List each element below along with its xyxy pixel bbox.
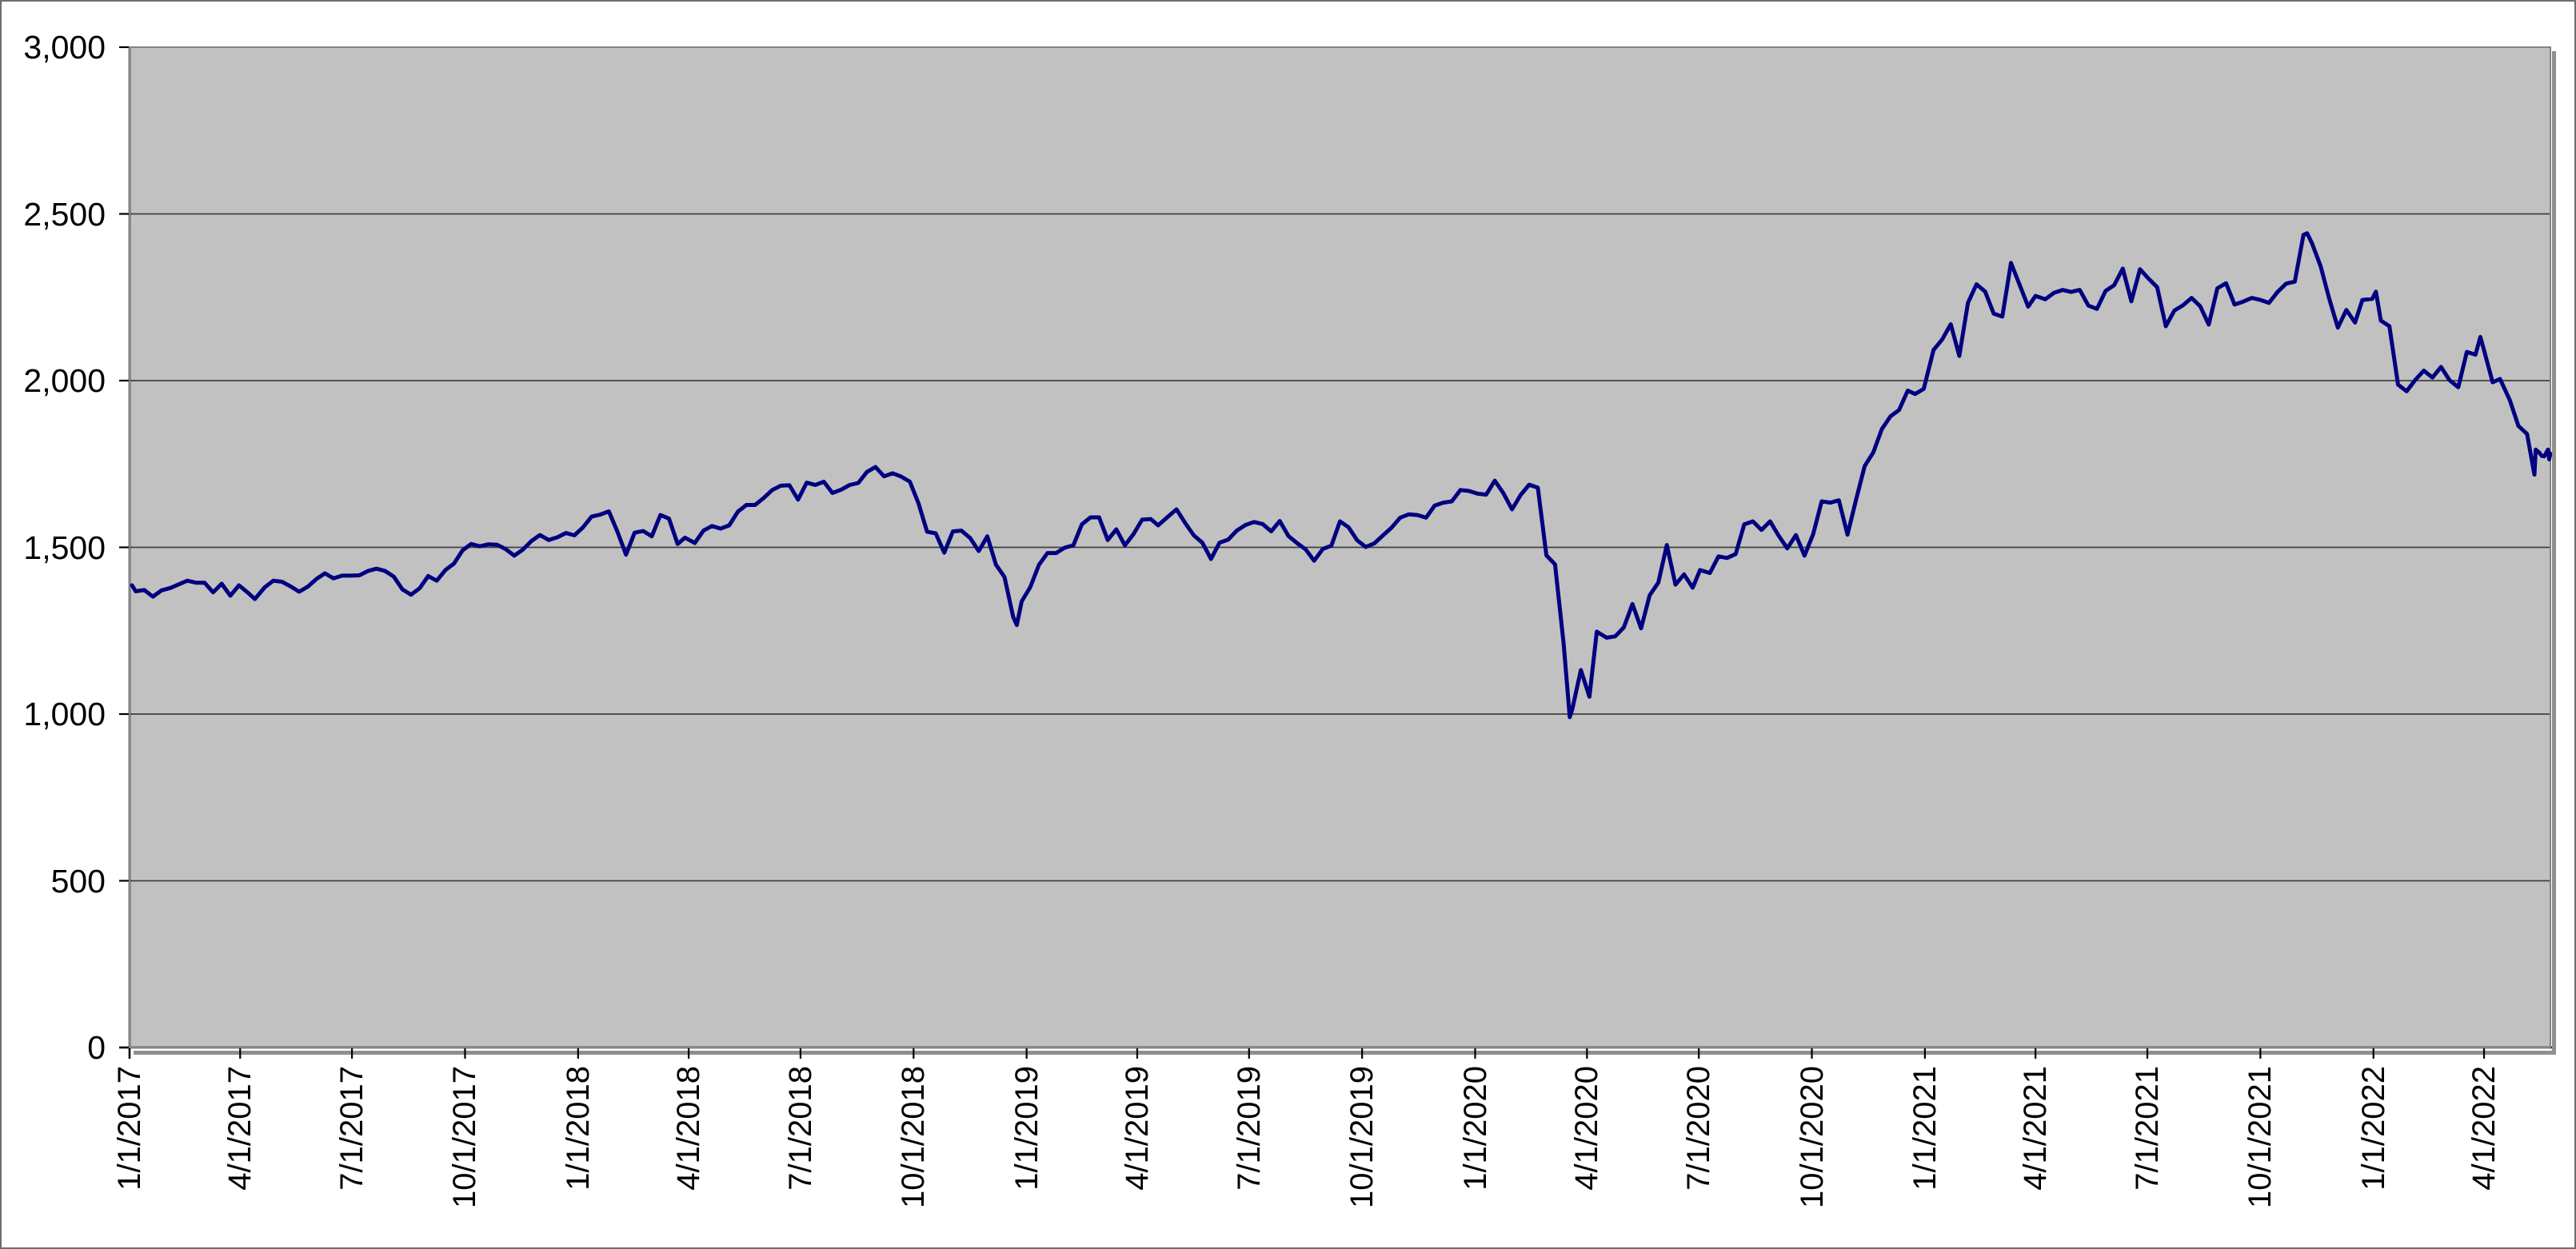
x-axis-label: 4/1/2017 xyxy=(222,1066,258,1191)
x-axis-label: 4/1/2019 xyxy=(1119,1066,1155,1191)
x-axis-label: 4/1/2021 xyxy=(2018,1066,2054,1191)
x-axis-label: 10/1/2018 xyxy=(896,1066,932,1208)
x-axis-label: 1/1/2018 xyxy=(560,1066,596,1191)
y-axis-label: 2,000 xyxy=(23,362,106,399)
y-axis-label: 500 xyxy=(50,862,106,900)
plot-shadow-right xyxy=(2552,51,2556,1053)
y-axis-label: 2,500 xyxy=(23,195,106,233)
x-axis-label: 7/1/2019 xyxy=(1231,1066,1267,1191)
plot-border xyxy=(129,46,2551,1048)
x-axis-label: 1/1/2020 xyxy=(1457,1066,1493,1191)
plot-shadow-bottom xyxy=(134,1051,2556,1055)
x-axis-label: 7/1/2017 xyxy=(334,1066,370,1191)
x-axis-label: 1/1/2022 xyxy=(2355,1066,2391,1191)
series-line xyxy=(130,231,2552,720)
x-axis-label: 4/1/2020 xyxy=(1569,1066,1605,1191)
y-axis-label: 1,000 xyxy=(23,696,106,732)
x-axis-label: 7/1/2020 xyxy=(1681,1066,1717,1191)
x-axis-label: 1/1/2019 xyxy=(1008,1066,1044,1191)
y-axis-label: 1,500 xyxy=(23,529,106,566)
x-axis-label: 10/1/2019 xyxy=(1344,1066,1380,1208)
x-axis-label: 4/1/2022 xyxy=(2466,1066,2502,1191)
x-axis-label: 1/1/2021 xyxy=(1907,1066,1943,1191)
x-axis-label: 1/1/2017 xyxy=(112,1066,147,1191)
x-axis-label: 7/1/2018 xyxy=(782,1066,818,1191)
x-axis-label: 10/1/2021 xyxy=(2243,1066,2278,1208)
x-axis-label: 10/1/2017 xyxy=(447,1066,483,1208)
x-axis-label: 10/1/2020 xyxy=(1794,1066,1830,1208)
x-axis-label: 4/1/2018 xyxy=(671,1066,707,1191)
y-axis-label: 3,000 xyxy=(23,29,106,66)
y-axis-label: 0 xyxy=(87,1029,106,1066)
x-axis-label: 7/1/2021 xyxy=(2130,1066,2165,1191)
